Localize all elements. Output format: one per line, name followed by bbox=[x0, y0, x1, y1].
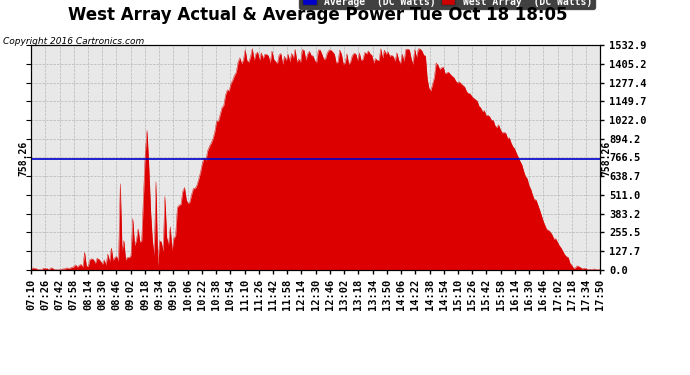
Text: 758.26: 758.26 bbox=[19, 141, 29, 176]
Legend: Average  (DC Watts), West Array  (DC Watts): Average (DC Watts), West Array (DC Watts… bbox=[299, 0, 595, 9]
Text: 758.26: 758.26 bbox=[602, 141, 611, 176]
Text: Copyright 2016 Cartronics.com: Copyright 2016 Cartronics.com bbox=[3, 38, 145, 46]
Text: West Array Actual & Average Power Tue Oct 18 18:05: West Array Actual & Average Power Tue Oc… bbox=[68, 6, 567, 24]
